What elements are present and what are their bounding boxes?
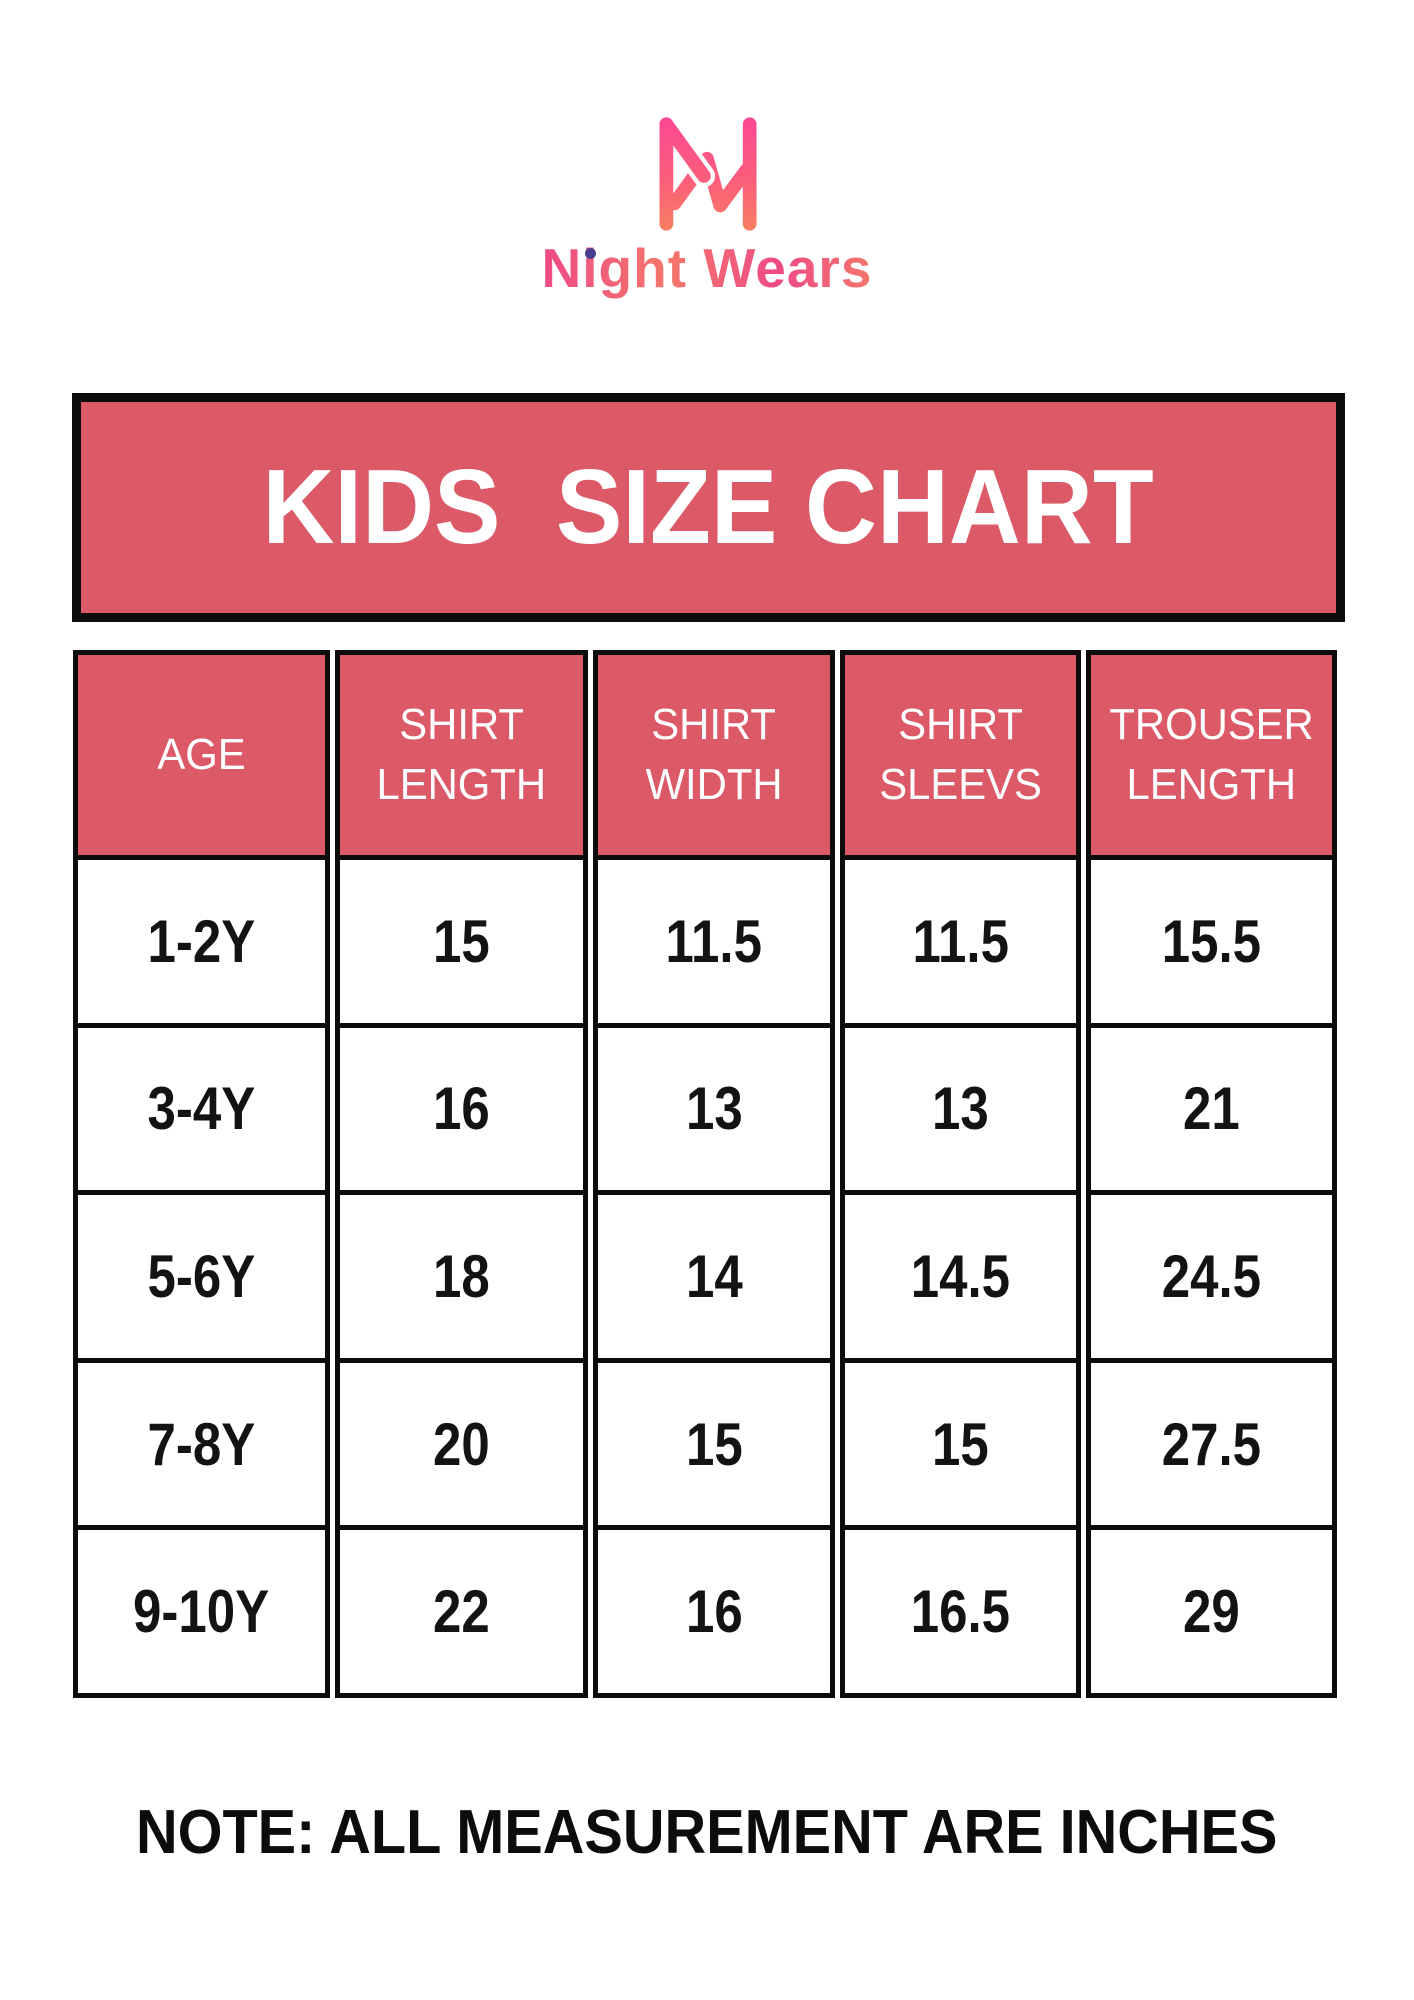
header-line: WIDTH [645, 760, 783, 809]
table-cell: 16 [598, 1525, 830, 1693]
cell-value: 3-4Y [147, 1075, 256, 1143]
table-cell: 16 [340, 1022, 583, 1191]
cell-value: 7-8Y [147, 1410, 256, 1478]
cell-value: 1-2Y [147, 907, 256, 975]
cell-value: 29 [1183, 1578, 1240, 1646]
table-cell: 24.5 [1091, 1190, 1332, 1358]
table-cell: 18 [340, 1190, 583, 1358]
night-wears-monogram-icon [655, 113, 757, 231]
header-line: SHIRT [399, 700, 524, 749]
cell-value: 16 [685, 1578, 743, 1646]
table-cell: 5-6Y [78, 1190, 325, 1358]
table-cell: 9-10Y [78, 1525, 325, 1693]
table-cell: 3-4Y [78, 1022, 325, 1191]
table-cell: 13 [598, 1022, 830, 1191]
table-cell: 22 [340, 1525, 583, 1693]
column-header-age: AGE [78, 655, 325, 855]
brand-logo: Night Wears [0, 112, 1414, 299]
header-line: SHIRT [651, 700, 777, 749]
table-cell: 11.5 [598, 855, 830, 1023]
table-cell: 29 [1091, 1525, 1332, 1693]
cell-value: 16 [433, 1075, 490, 1143]
cell-value: 9-10Y [133, 1578, 270, 1646]
table-cell: 11.5 [845, 855, 1076, 1023]
table-cell: 14 [598, 1190, 830, 1358]
cell-value: 21 [1183, 1075, 1240, 1143]
table-cell: 15 [340, 855, 583, 1023]
cell-value: 15.5 [1161, 907, 1262, 975]
column-header-trouser-length: TROUSER LENGTH [1091, 655, 1332, 855]
header-line: SLEEVS [879, 760, 1042, 809]
table-cell: 21 [1091, 1022, 1332, 1191]
page-title: KIDS SIZE CHART [262, 448, 1155, 566]
table-cell: 13 [845, 1022, 1076, 1191]
brand-wordmark: Night Wears [542, 238, 873, 299]
cell-value: 16.5 [910, 1578, 1011, 1646]
column-shirt-length: SHIRT LENGTH 15 16 18 20 22 [335, 650, 588, 1698]
brand-name-text: Night Wears [541, 237, 873, 299]
note-text: NOTE: ALL MEASUREMENT ARE INCHES [136, 1798, 1278, 1867]
cell-value: 18 [433, 1242, 490, 1310]
cell-value: 13 [932, 1075, 989, 1143]
cell-value: 14 [685, 1242, 743, 1310]
table-cell: 15 [845, 1357, 1076, 1526]
cell-value: 15 [932, 1410, 989, 1478]
title-banner: KIDS SIZE CHART [72, 393, 1345, 622]
cell-value: 15 [685, 1410, 743, 1478]
column-shirt-width: SHIRT WIDTH 11.5 13 14 15 16 [593, 650, 835, 1698]
measurement-note: NOTE: ALL MEASUREMENT ARE INCHES [0, 1802, 1414, 1864]
table-cell: 1-2Y [78, 855, 325, 1023]
header-line: LENGTH [376, 760, 547, 809]
column-header-shirt-length: SHIRT LENGTH [340, 655, 583, 855]
table-cell: 7-8Y [78, 1357, 325, 1526]
table-cell: 15.5 [1091, 855, 1332, 1023]
header-line: AGE [157, 730, 246, 779]
cell-value: 27.5 [1161, 1410, 1262, 1478]
cell-value: 13 [685, 1075, 743, 1143]
cell-value: 11.5 [912, 907, 1009, 975]
table-cell: 16.5 [845, 1525, 1076, 1693]
header-line: LENGTH [1126, 760, 1297, 809]
column-shirt-sleeves: SHIRT SLEEVS 11.5 13 14.5 15 16.5 [840, 650, 1081, 1698]
i-dot-accent [584, 248, 596, 259]
cell-value: 15 [433, 907, 490, 975]
cell-value: 22 [433, 1578, 490, 1646]
table-cell: 15 [598, 1357, 830, 1526]
cell-value: 5-6Y [147, 1242, 256, 1310]
cell-value: 14.5 [910, 1242, 1011, 1310]
table-cell: 14.5 [845, 1190, 1076, 1358]
header-line: TROUSER [1109, 700, 1314, 749]
cell-value: 24.5 [1161, 1242, 1262, 1310]
column-header-shirt-width: SHIRT WIDTH [598, 655, 830, 855]
cell-value: 11.5 [665, 907, 763, 975]
cell-value: 20 [433, 1410, 490, 1478]
size-chart-table: AGE 1-2Y 3-4Y 5-6Y 7-8Y 9-10Y SHIRT LENG… [73, 650, 1337, 1698]
table-cell: 20 [340, 1357, 583, 1526]
table-cell: 27.5 [1091, 1357, 1332, 1526]
header-line: SHIRT [898, 700, 1023, 749]
column-age: AGE 1-2Y 3-4Y 5-6Y 7-8Y 9-10Y [73, 650, 330, 1698]
column-header-shirt-sleeves: SHIRT SLEEVS [845, 655, 1076, 855]
column-trouser-length: TROUSER LENGTH 15.5 21 24.5 27.5 29 [1086, 650, 1337, 1698]
